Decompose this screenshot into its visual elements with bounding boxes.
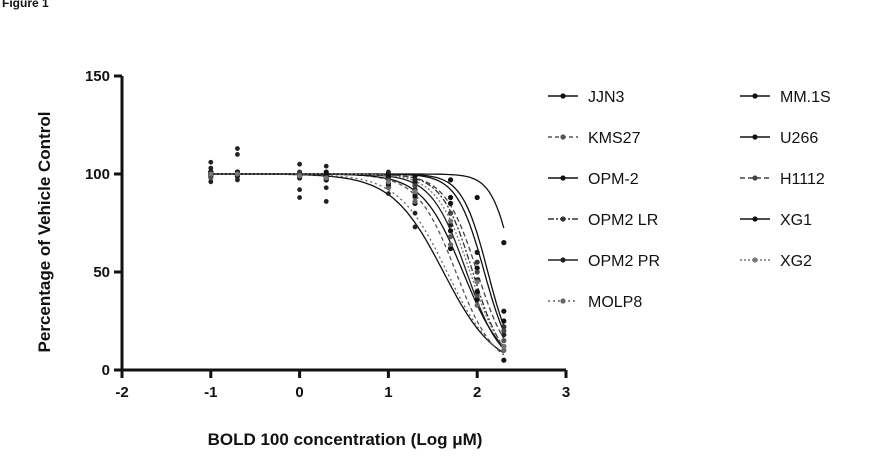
curve-opm2-lr — [211, 174, 504, 347]
x-tick-label: -2 — [115, 384, 128, 401]
chart-axes: 0 50 100 150 -2 -1 0 1 2 3 — [85, 68, 570, 401]
data-point — [413, 225, 418, 230]
data-point — [208, 171, 213, 176]
data-point — [501, 318, 506, 323]
legend-label: MM.1S — [780, 89, 831, 106]
legend-marker — [752, 134, 757, 139]
legend-marker — [752, 216, 757, 221]
data-point — [413, 177, 418, 182]
chart-legend: JJN3 KMS27 OPM-2 OPM2 LR OPM2 PR MOLP8 MM.1S U2… — [548, 89, 831, 311]
data-point — [235, 152, 240, 157]
data-point — [412, 199, 417, 204]
data-point — [235, 177, 240, 182]
legend-marker — [752, 93, 757, 98]
data-point — [501, 344, 506, 349]
data-point — [208, 179, 213, 184]
curve-u266 — [211, 174, 504, 228]
data-point — [501, 358, 506, 363]
x-tick-label: 0 — [295, 384, 303, 401]
data-point — [501, 309, 506, 314]
data-point — [448, 211, 453, 216]
legend-label: OPM2 LR — [588, 212, 658, 229]
data-point — [413, 211, 418, 216]
data-point — [412, 183, 417, 188]
data-point — [475, 250, 480, 255]
y-tick-label: 0 — [102, 362, 110, 379]
legend-label: OPM-2 — [588, 171, 639, 188]
x-tick-label: -1 — [204, 384, 217, 401]
data-point — [208, 160, 213, 165]
curve-xg2 — [211, 174, 504, 347]
data-point — [448, 195, 453, 200]
curve-h1112 — [211, 174, 504, 339]
legend-label: XG2 — [780, 253, 812, 270]
data-point — [448, 228, 453, 233]
legend-marker — [560, 175, 565, 180]
legend-marker — [560, 298, 565, 303]
legend-marker — [560, 216, 565, 221]
data-point — [235, 171, 240, 176]
data-point — [501, 240, 506, 245]
y-tick-label: 50 — [93, 264, 110, 281]
legend-marker — [560, 134, 565, 139]
curve-opm2-pr — [211, 174, 504, 349]
data-point — [324, 175, 329, 180]
data-point — [448, 177, 453, 182]
legend-label: H1112 — [780, 171, 825, 188]
y-axis-title: Percentage of Vehicle Control — [35, 112, 54, 353]
data-point — [297, 195, 302, 200]
data-point — [386, 179, 391, 184]
data-point — [208, 166, 213, 171]
legend-marker — [560, 93, 565, 98]
x-tick-label: 3 — [562, 384, 570, 401]
legend-label: MOLP8 — [588, 294, 642, 311]
chart-curves — [211, 174, 504, 355]
data-point — [386, 170, 391, 175]
x-axis-title: BOLD 100 concentration (Log μM) — [208, 430, 483, 449]
x-tick-label: 2 — [473, 384, 481, 401]
data-point — [475, 260, 480, 265]
data-point — [475, 195, 480, 200]
data-point — [297, 162, 302, 167]
data-point — [475, 279, 480, 284]
data-point — [448, 234, 453, 239]
y-tick-label: 150 — [85, 68, 110, 85]
legend-label: JJN3 — [588, 89, 625, 106]
data-point — [297, 173, 302, 178]
legend-label: OPM2 PR — [588, 253, 660, 270]
data-point — [501, 338, 506, 343]
legend-marker — [752, 175, 757, 180]
legend-label: KMS27 — [588, 130, 641, 147]
x-tick-label: 1 — [384, 384, 392, 401]
data-point — [501, 328, 506, 333]
data-point — [448, 218, 453, 223]
data-point — [475, 289, 480, 294]
data-point — [412, 189, 417, 194]
data-point — [324, 169, 329, 174]
data-point — [297, 187, 302, 192]
legend-marker — [752, 257, 757, 262]
data-point — [235, 146, 240, 151]
legend-label: U266 — [780, 130, 818, 147]
legend-marker — [560, 257, 565, 262]
data-point — [324, 164, 329, 169]
curve-xg1 — [211, 174, 504, 347]
data-point — [386, 191, 391, 196]
y-tick-label: 100 — [85, 166, 110, 183]
legend-label: XG1 — [780, 212, 812, 229]
data-point — [475, 269, 480, 274]
data-point — [324, 185, 329, 190]
data-point — [448, 242, 453, 247]
data-point — [475, 303, 480, 308]
data-point — [448, 201, 453, 206]
data-point — [324, 199, 329, 204]
